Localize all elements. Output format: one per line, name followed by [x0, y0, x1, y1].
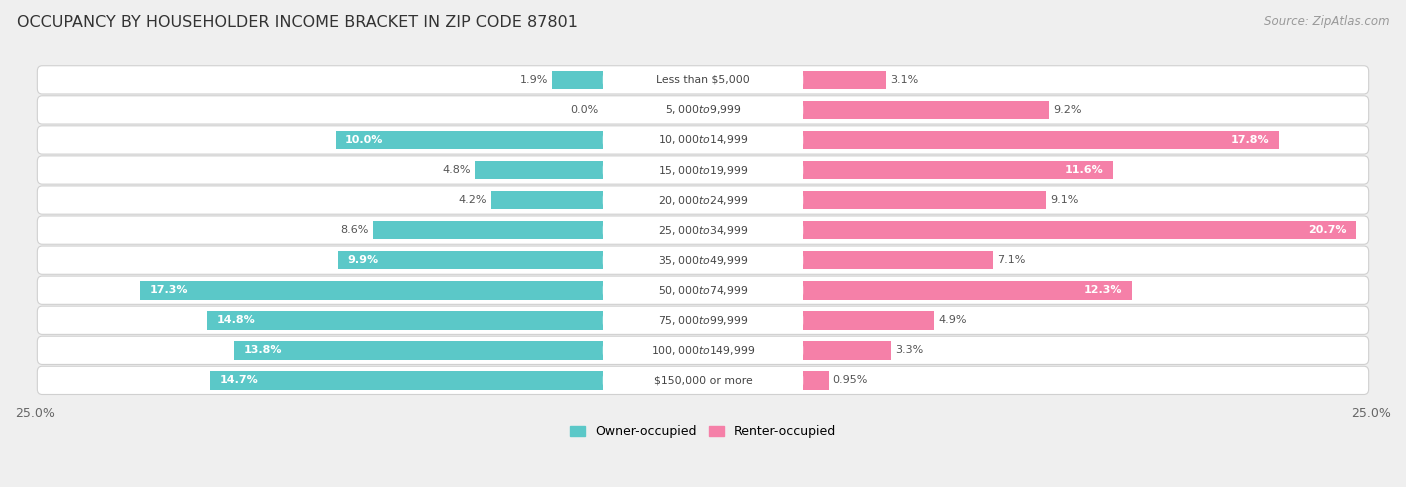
FancyBboxPatch shape — [603, 191, 803, 209]
Text: Source: ZipAtlas.com: Source: ZipAtlas.com — [1264, 15, 1389, 28]
Text: 8.6%: 8.6% — [340, 225, 368, 235]
FancyBboxPatch shape — [603, 281, 803, 300]
Bar — [491, 191, 603, 209]
FancyBboxPatch shape — [603, 101, 803, 119]
FancyBboxPatch shape — [38, 366, 1368, 394]
Text: $20,000 to $24,999: $20,000 to $24,999 — [658, 193, 748, 206]
Text: Less than $5,000: Less than $5,000 — [657, 75, 749, 85]
Text: 11.6%: 11.6% — [1066, 165, 1104, 175]
FancyBboxPatch shape — [603, 221, 803, 240]
Text: 14.7%: 14.7% — [219, 375, 259, 385]
Text: 9.1%: 9.1% — [1050, 195, 1078, 205]
Text: 9.9%: 9.9% — [347, 255, 378, 265]
Bar — [141, 281, 603, 300]
Bar — [336, 131, 603, 150]
Bar — [373, 221, 603, 240]
Text: 14.8%: 14.8% — [217, 315, 256, 325]
FancyBboxPatch shape — [603, 371, 803, 390]
Bar — [233, 341, 603, 359]
FancyBboxPatch shape — [38, 96, 1368, 124]
FancyBboxPatch shape — [38, 216, 1368, 244]
Text: $50,000 to $74,999: $50,000 to $74,999 — [658, 284, 748, 297]
Text: $100,000 to $149,999: $100,000 to $149,999 — [651, 344, 755, 357]
Bar — [803, 71, 886, 89]
Bar — [803, 101, 1049, 119]
Text: 10.0%: 10.0% — [344, 135, 384, 145]
Bar — [207, 311, 603, 330]
FancyBboxPatch shape — [603, 131, 803, 150]
Bar — [803, 311, 934, 330]
FancyBboxPatch shape — [603, 251, 803, 269]
FancyBboxPatch shape — [38, 156, 1368, 184]
Text: OCCUPANCY BY HOUSEHOLDER INCOME BRACKET IN ZIP CODE 87801: OCCUPANCY BY HOUSEHOLDER INCOME BRACKET … — [17, 15, 578, 30]
Bar — [803, 221, 1357, 240]
Text: $75,000 to $99,999: $75,000 to $99,999 — [658, 314, 748, 327]
Bar — [209, 371, 603, 390]
Text: 4.8%: 4.8% — [441, 165, 471, 175]
Text: 20.7%: 20.7% — [1309, 225, 1347, 235]
FancyBboxPatch shape — [603, 161, 803, 179]
Bar — [803, 191, 1046, 209]
Bar — [803, 251, 993, 269]
FancyBboxPatch shape — [38, 126, 1368, 154]
Bar — [803, 341, 891, 359]
FancyBboxPatch shape — [603, 341, 803, 359]
Bar — [339, 251, 603, 269]
Bar — [474, 161, 603, 179]
Text: 4.2%: 4.2% — [458, 195, 486, 205]
Bar — [803, 161, 1114, 179]
Text: 0.95%: 0.95% — [832, 375, 868, 385]
Text: $25,000 to $34,999: $25,000 to $34,999 — [658, 224, 748, 237]
FancyBboxPatch shape — [38, 246, 1368, 274]
FancyBboxPatch shape — [38, 336, 1368, 364]
Text: 3.1%: 3.1% — [890, 75, 918, 85]
FancyBboxPatch shape — [603, 71, 803, 89]
Bar — [803, 371, 828, 390]
Text: 9.2%: 9.2% — [1053, 105, 1081, 115]
FancyBboxPatch shape — [38, 66, 1368, 94]
Text: 17.8%: 17.8% — [1230, 135, 1270, 145]
FancyBboxPatch shape — [38, 276, 1368, 304]
Legend: Owner-occupied, Renter-occupied: Owner-occupied, Renter-occupied — [565, 420, 841, 443]
FancyBboxPatch shape — [38, 306, 1368, 335]
Text: $35,000 to $49,999: $35,000 to $49,999 — [658, 254, 748, 267]
Text: $5,000 to $9,999: $5,000 to $9,999 — [665, 103, 741, 116]
Text: 17.3%: 17.3% — [150, 285, 188, 295]
Text: 7.1%: 7.1% — [997, 255, 1025, 265]
Text: 0.0%: 0.0% — [571, 105, 599, 115]
Bar — [553, 71, 603, 89]
FancyBboxPatch shape — [603, 311, 803, 330]
Text: 12.3%: 12.3% — [1084, 285, 1122, 295]
Text: 4.9%: 4.9% — [938, 315, 967, 325]
Bar — [803, 281, 1132, 300]
Text: $15,000 to $19,999: $15,000 to $19,999 — [658, 164, 748, 176]
Text: 1.9%: 1.9% — [520, 75, 548, 85]
Bar — [803, 131, 1279, 150]
Text: $150,000 or more: $150,000 or more — [654, 375, 752, 385]
FancyBboxPatch shape — [38, 186, 1368, 214]
Text: 3.3%: 3.3% — [896, 345, 924, 356]
Text: $10,000 to $14,999: $10,000 to $14,999 — [658, 133, 748, 147]
Text: 13.8%: 13.8% — [243, 345, 281, 356]
